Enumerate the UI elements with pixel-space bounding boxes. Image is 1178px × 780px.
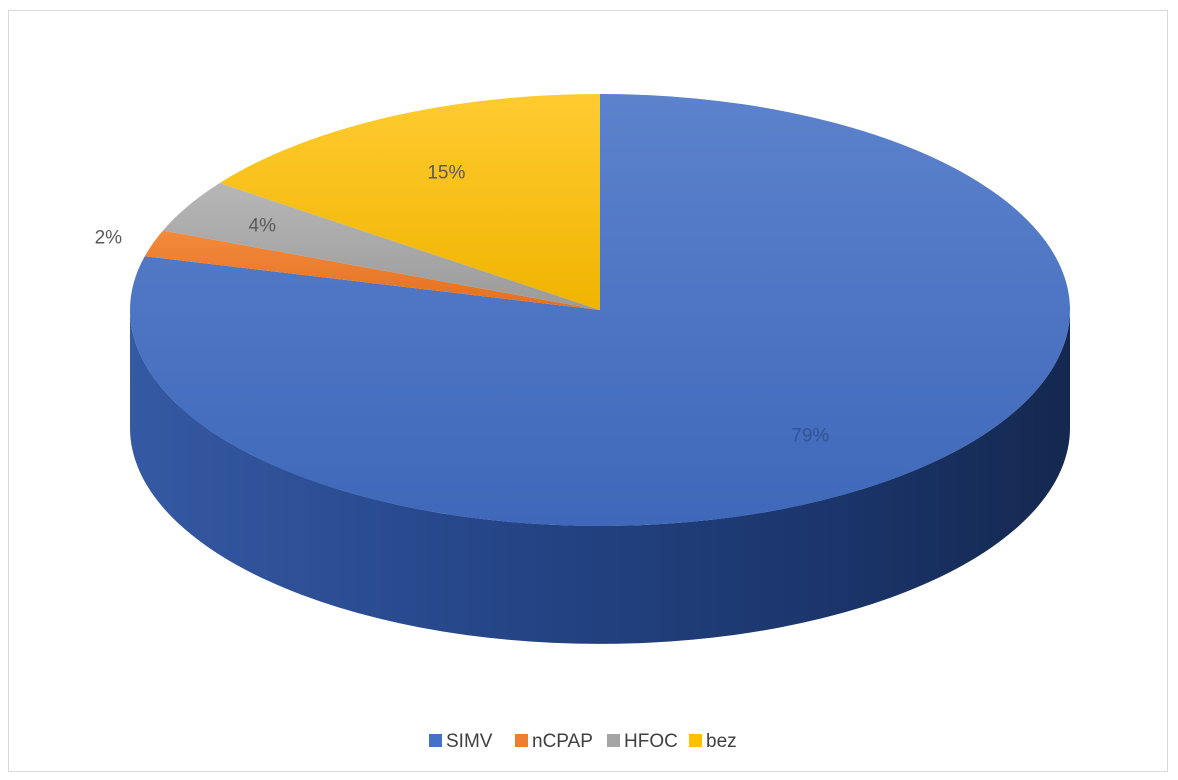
data-label-ncpap: 2%: [95, 228, 123, 249]
legend-item-hfoc: HFOC: [607, 731, 678, 752]
pie-slice-bez: [219, 94, 600, 310]
legend-swatch-ncpap: [515, 734, 528, 747]
data-label-simv: 79%: [791, 426, 829, 447]
data-label-hfoc: 4%: [249, 216, 277, 237]
legend-label-ncpap: nCPAP: [532, 731, 593, 752]
legend: SIMV nCPAP HFOC bez: [429, 731, 737, 752]
legend-swatch-bez: [689, 734, 702, 747]
pie-slice-side-simv: [130, 310, 1070, 644]
data-label-layer: 79% 2% 4% 15%: [95, 162, 830, 446]
legend-label-bez: bez: [706, 731, 737, 752]
pie-slice-layer: [129, 94, 1070, 526]
legend-item-ncpap: nCPAP: [515, 731, 593, 752]
data-label-bez: 15%: [427, 162, 465, 183]
pie-side-layer: [130, 310, 1070, 644]
legend-item-bez: bez: [689, 731, 737, 752]
legend-label-hfoc: HFOC: [624, 731, 678, 752]
legend-label-simv: SIMV: [446, 731, 493, 752]
legend-swatch-hfoc: [607, 734, 620, 747]
pie-slice-ncpap: [144, 230, 600, 310]
pie-slice-hfoc: [163, 183, 600, 310]
legend-swatch-simv: [429, 734, 442, 747]
legend-item-simv: SIMV: [429, 731, 493, 752]
